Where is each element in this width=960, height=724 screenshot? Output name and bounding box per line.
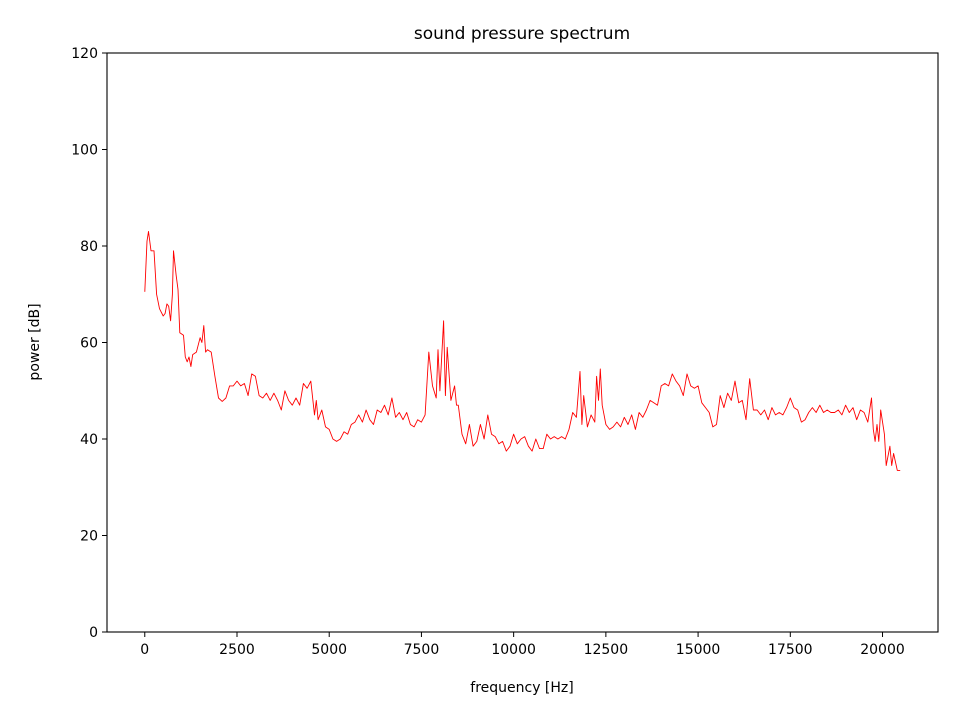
y-axis: 0 20 40 60 80 100 120 <box>71 46 107 641</box>
x-tick-label: 5000 <box>311 642 347 658</box>
x-tick-label: 0 <box>140 642 149 658</box>
y-tick-label: 20 <box>80 529 98 545</box>
y-tick-label: 120 <box>71 46 98 62</box>
x-axis-label: frequency [Hz] <box>470 680 573 696</box>
x-tick-label: 7500 <box>404 642 440 658</box>
x-tick-label: 20000 <box>860 642 905 658</box>
x-tick-label: 15000 <box>676 642 721 658</box>
plot-frame <box>106 52 939 633</box>
y-tick-label: 100 <box>71 143 98 159</box>
y-tick-label: 80 <box>80 239 98 255</box>
chart-title: sound pressure spectrum <box>414 24 630 44</box>
x-tick-label: 12500 <box>584 642 629 658</box>
y-tick-label: 0 <box>89 625 98 641</box>
x-tick-label: 10000 <box>491 642 536 658</box>
y-tick-label: 40 <box>80 432 98 448</box>
spectrum-line <box>144 231 901 471</box>
y-axis-label: power [dB] <box>27 303 43 380</box>
y-tick-label: 60 <box>80 336 98 352</box>
x-tick-label: 2500 <box>219 642 255 658</box>
x-tick-label: 17500 <box>768 642 813 658</box>
x-axis: 0 2500 5000 7500 10000 12500 15000 17500 20000 <box>140 632 905 658</box>
